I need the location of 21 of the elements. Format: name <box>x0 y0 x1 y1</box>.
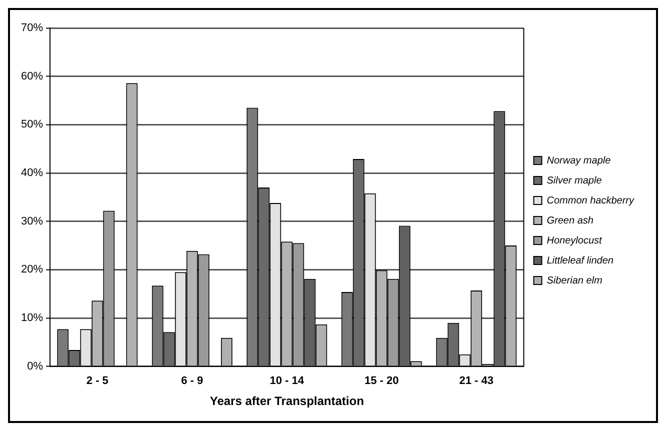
legend-label: Norway maple <box>546 155 612 166</box>
legend-label: Littleleaf linden <box>546 255 614 266</box>
x-axis-title: Years after Transplantation <box>210 394 364 408</box>
y-tick-label: 70% <box>20 22 44 34</box>
y-tick-label: 10% <box>20 312 44 324</box>
legend-label: Honeylocust <box>546 235 603 246</box>
legend-label: Green ash <box>546 215 594 226</box>
y-tick-label: 40% <box>20 167 44 180</box>
y-tick-label: 60% <box>20 70 44 82</box>
y-tick-label: 0% <box>27 360 44 372</box>
legend-label: Silver maple <box>546 175 602 186</box>
x-tick-label: 6 - 9 <box>181 375 204 388</box>
y-tick-label: 20% <box>20 264 44 276</box>
x-tick-label: 2 - 5 <box>86 375 108 388</box>
y-tick-label: 30% <box>20 215 44 228</box>
x-tick-label: 21 - 43 <box>459 375 494 388</box>
legend-label: Siberian elm <box>546 275 602 286</box>
legend-label: Common hackberry <box>546 195 635 206</box>
x-tick-label: 15 - 20 <box>364 375 399 388</box>
y-tick-label: 50% <box>20 118 44 131</box>
x-tick-label: 10 - 14 <box>270 375 305 388</box>
